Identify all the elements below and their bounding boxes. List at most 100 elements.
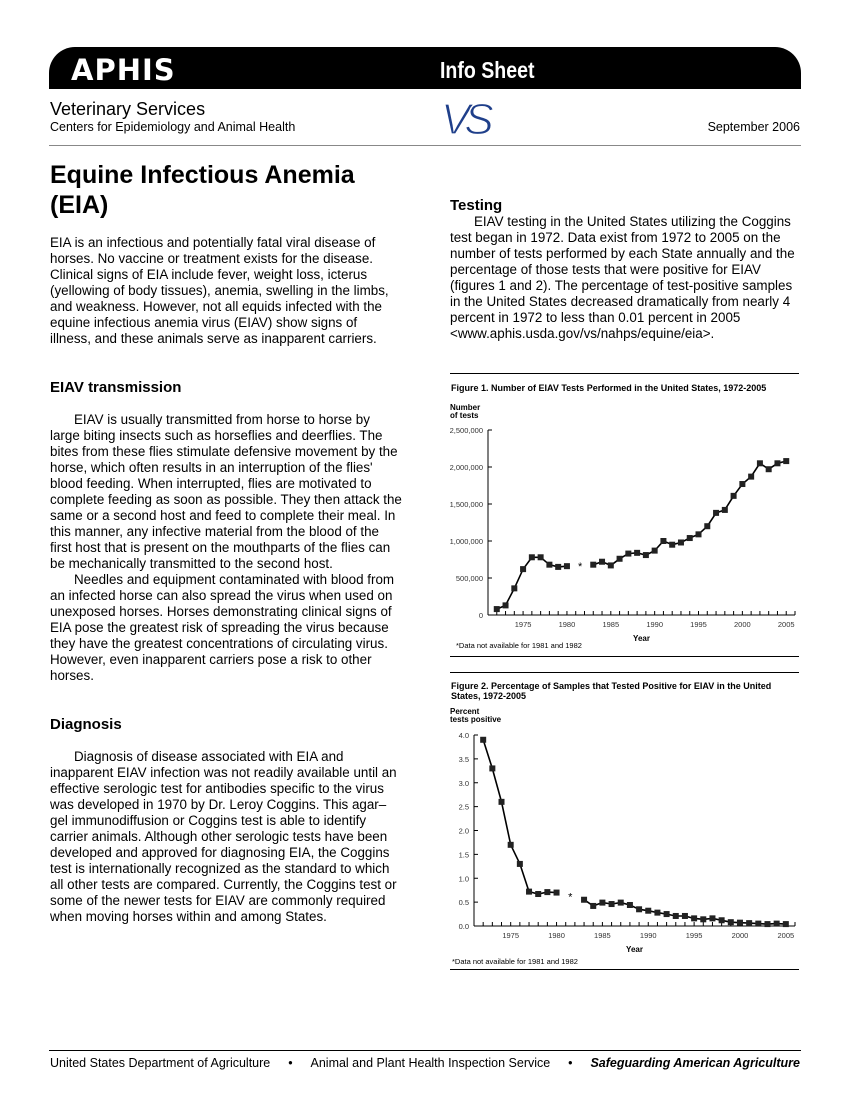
data-point [765, 466, 772, 473]
x-tick-label: 2005 [778, 620, 795, 629]
data-point [739, 481, 746, 488]
transmission-paragraph-1: EIAV is usually transmitted from horse t… [50, 412, 402, 571]
x-tick-label: 1980 [559, 620, 576, 629]
data-point [493, 606, 500, 613]
testing-heading: Testing [450, 197, 503, 214]
data-point [616, 555, 623, 562]
page-title: Equine Infectious Anemia (EIA) [50, 161, 355, 219]
data-point [537, 554, 544, 561]
data-point [599, 558, 606, 565]
x-tick-label: 1980 [548, 931, 565, 940]
data-point [502, 602, 509, 609]
y-tick-label: 1,000,000 [450, 537, 483, 546]
data-point [625, 550, 632, 557]
missing-data-marker: * [578, 561, 583, 573]
y-tick-label: 0.0 [459, 922, 469, 931]
data-point [713, 509, 720, 516]
data-point [774, 460, 781, 467]
data-point [526, 888, 533, 895]
header-divider [49, 145, 801, 146]
x-axis-label: Year [633, 634, 650, 643]
transmission-heading: EIAV transmission [50, 379, 182, 396]
data-point [553, 889, 560, 896]
data-point [654, 909, 661, 916]
transmission-section: EIAV is usually transmitted from horse t… [50, 412, 402, 684]
agency-name: APHIS [71, 53, 176, 87]
vs-logo-text: VS [441, 95, 493, 140]
footer-usda: United States Department of Agriculture [50, 1056, 271, 1070]
x-tick-label: 1985 [602, 620, 619, 629]
data-point [617, 899, 624, 906]
diagnosis-heading: Diagnosis [50, 716, 122, 733]
data-point [695, 531, 702, 538]
y-tick-label: 1.0 [459, 874, 469, 883]
figure2-top-rule [450, 672, 799, 673]
header-banner: APHIS Info Sheet [49, 47, 801, 89]
x-tick-label: 1995 [686, 931, 703, 940]
data-point [642, 552, 649, 559]
x-tick-label: 2000 [732, 931, 749, 940]
y-tick-label: 0.5 [459, 898, 469, 907]
transmission-paragraph-2: Needles and equipment contaminated with … [50, 572, 395, 683]
x-tick-label: 1975 [502, 931, 519, 940]
figure2-bottom-rule [450, 969, 799, 970]
y-tick-label: 4.0 [459, 731, 469, 740]
data-point [709, 915, 716, 922]
y-axis-label: Number [450, 403, 480, 412]
data-point [736, 919, 743, 926]
data-point [535, 891, 542, 898]
y-axis-label: tests positive [450, 715, 502, 724]
data-point [555, 563, 562, 570]
x-tick-label: 1975 [515, 620, 532, 629]
x-tick-label: 1985 [594, 931, 611, 940]
data-point [660, 538, 667, 544]
y-tick-label: 3.0 [459, 779, 469, 788]
data-point [520, 566, 527, 573]
testing-paragraph: EIAV testing in the United States utiliz… [450, 214, 795, 341]
figure2-note: *Data not available for 1981 and 1982 [452, 957, 578, 966]
data-point [663, 911, 670, 918]
sheet-type: Info Sheet [440, 57, 535, 83]
unit-name: Veterinary Services [50, 99, 206, 119]
footer-slogan: Safeguarding American Agriculture [590, 1056, 800, 1070]
data-point [691, 915, 698, 922]
figure1-bottom-rule [450, 656, 799, 657]
data-point [563, 563, 570, 570]
data-point [700, 916, 707, 923]
diagnosis-paragraph: Diagnosis of disease associated with EIA… [50, 749, 397, 924]
data-point [669, 541, 676, 548]
data-point [746, 920, 753, 927]
testing-section: EIAV testing in the United States utiliz… [450, 214, 796, 342]
footer-divider [49, 1050, 801, 1051]
data-point [511, 585, 518, 592]
missing-data-marker: * [568, 892, 573, 904]
vs-logo: VS [441, 94, 493, 140]
data-point [748, 473, 755, 480]
data-point [651, 547, 658, 554]
y-tick-label: 3.5 [459, 755, 469, 764]
data-point [721, 506, 728, 513]
center-name: Centers for Epidemiology and Animal Heal… [50, 120, 296, 134]
data-point [507, 841, 514, 848]
data-point [607, 562, 614, 569]
data-point [686, 535, 693, 542]
data-point [681, 912, 688, 919]
footer-bullet-1: • [288, 1056, 293, 1070]
intro-paragraph: EIA is an infectious and potentially fat… [50, 235, 389, 346]
data-point [783, 458, 790, 465]
figure1-top-rule [450, 373, 799, 374]
series-line [593, 460, 787, 567]
x-tick-label: 2005 [777, 931, 794, 940]
x-tick-label: 1990 [640, 931, 657, 940]
y-tick-label: 1,500,000 [450, 500, 483, 509]
data-point [544, 889, 551, 896]
series-line [482, 739, 557, 895]
data-point [546, 561, 553, 568]
data-point [756, 460, 763, 467]
data-point [528, 554, 535, 561]
publication-date: September 2006 [707, 120, 800, 134]
y-tick-label: 2.5 [459, 803, 469, 812]
data-point [626, 901, 633, 908]
footer: United States Department of Agriculture … [50, 1056, 800, 1070]
